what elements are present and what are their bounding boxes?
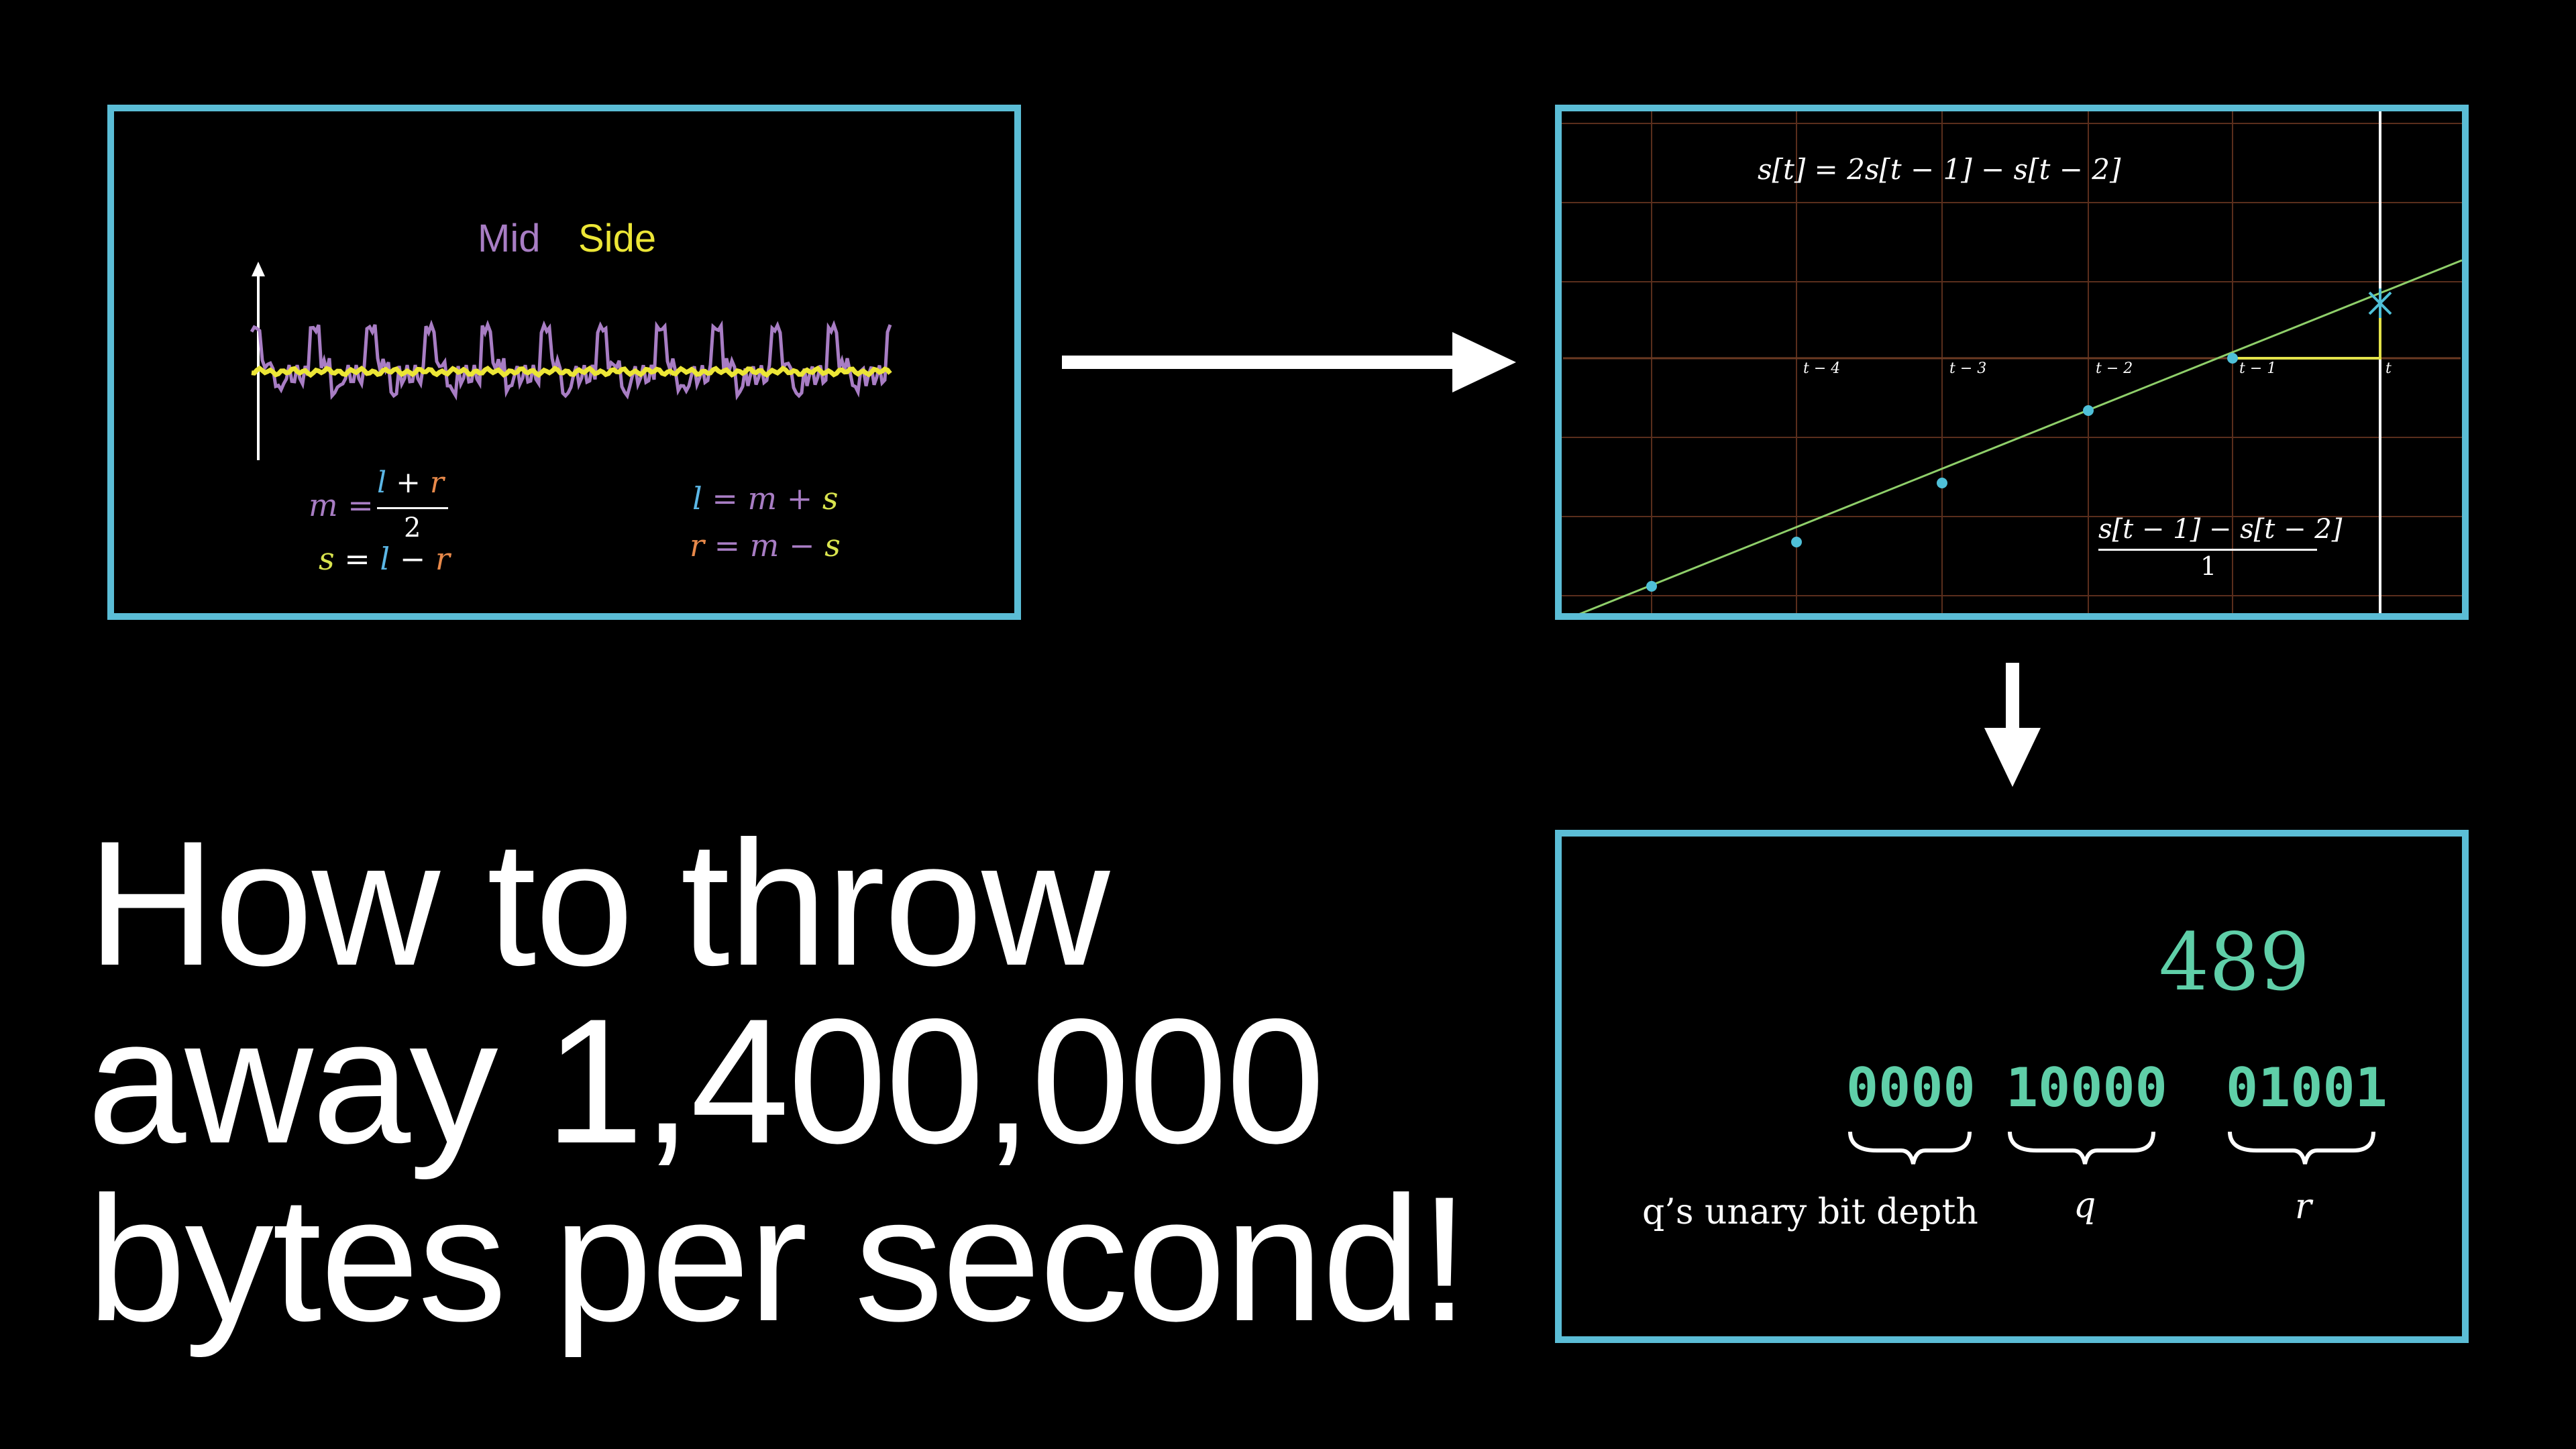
prediction-formula: s[t] = 2s[t − 1] − s[t − 2]	[1758, 153, 2121, 186]
tick-label: t − 2	[2096, 360, 2133, 377]
slope-step	[2233, 303, 2381, 360]
bits-q: 10000	[2006, 1057, 2167, 1119]
y-axis-arrow	[252, 262, 265, 276]
label-unary: q’s unary bit depth	[1642, 1192, 1978, 1232]
rice-coding-panel: 489 0000 10000 01001 q’s unary bit depth…	[1555, 830, 2469, 1343]
mid-waveform	[250, 319, 892, 401]
sample-point	[1646, 581, 1657, 592]
brace-r	[2228, 1131, 2375, 1165]
tick-label: t − 3	[1949, 360, 1986, 377]
prediction-plot: t − 4 t − 3 t − 2 t − 1 t	[1562, 111, 2462, 613]
title-line-2: away 1,400,000	[87, 982, 1325, 1181]
brace-unary	[1848, 1131, 1972, 1165]
slope-numerator: s[t − 1] − s[t − 2]	[2098, 514, 2343, 545]
title-line-3: bytes per second!	[87, 1160, 1469, 1358]
tick-label: t − 4	[1803, 360, 1840, 377]
sample-points	[1646, 353, 2238, 592]
stereo-panel: Mid Side m = l + r 2 s = l − r l = m + s…	[107, 105, 1021, 620]
sample-point	[1791, 537, 1802, 547]
bits-unary: 0000	[1846, 1057, 1976, 1119]
prediction-line	[1578, 259, 2462, 613]
tick-label: t	[2385, 360, 2392, 377]
arrow-right-icon	[1062, 332, 1516, 392]
side-waveform	[251, 365, 892, 378]
tick-label: t − 1	[2239, 360, 2276, 377]
bits-r: 01001	[2226, 1057, 2387, 1119]
brace-q	[2008, 1131, 2155, 1165]
sample-point	[1937, 478, 1947, 488]
eq-m-denominator: 2	[404, 513, 421, 543]
waveform-plot	[250, 262, 892, 460]
eq-s: s = l − r	[319, 541, 450, 577]
encoded-value: 489	[2159, 916, 2310, 1008]
eq-r: r = m − s	[690, 527, 841, 564]
sample-point	[2227, 353, 2238, 364]
eq-l: l = m + s	[692, 480, 839, 517]
braces	[1848, 1131, 2375, 1165]
slope-denominator: 1	[2200, 551, 2217, 581]
eq-m-fraction-bar	[377, 507, 448, 509]
slope-fraction-bar	[2098, 549, 2317, 551]
arrow-down-icon	[1984, 663, 2041, 787]
predicted-point-icon	[2368, 288, 2392, 318]
title-line-1: How to throw	[87, 804, 1110, 1003]
label-q: q	[2074, 1185, 2096, 1226]
legend-side: Side	[578, 217, 657, 260]
sample-point	[2083, 405, 2094, 416]
eq-m-lhs: m =	[309, 487, 374, 523]
label-r: r	[2295, 1187, 2312, 1227]
eq-m-numerator: l + r	[377, 466, 444, 500]
legend-mid: Mid	[478, 217, 541, 260]
prediction-panel: t − 4 t − 3 t − 2 t − 1 t s[t] = 2s[t − …	[1555, 105, 2469, 620]
